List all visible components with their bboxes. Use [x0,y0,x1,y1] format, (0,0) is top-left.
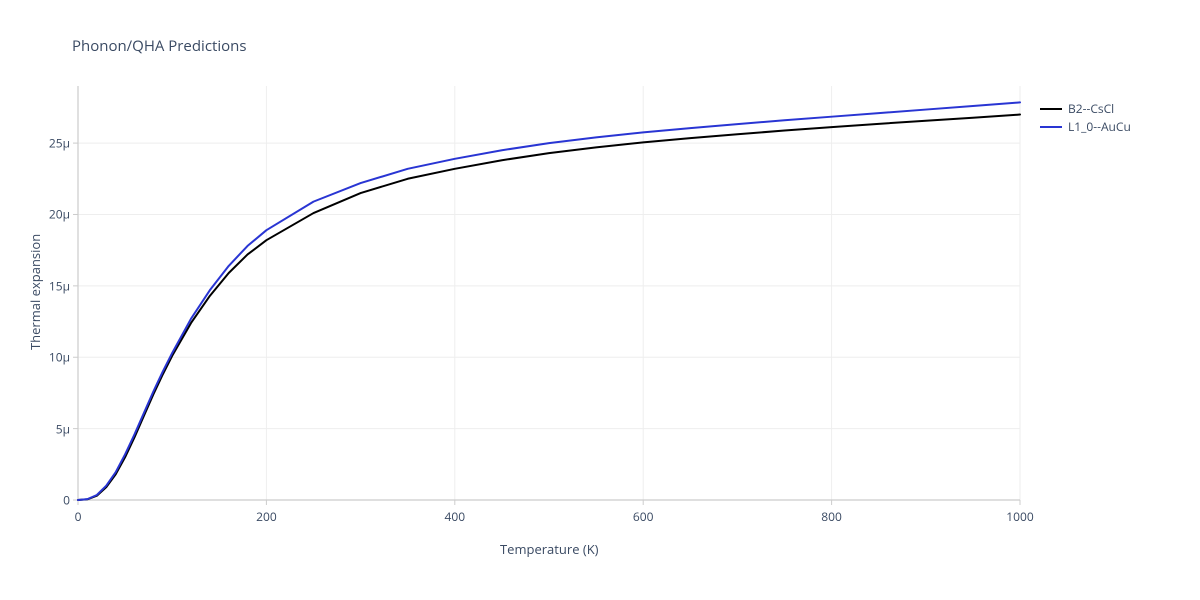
y-tick-label: 25μ [49,135,70,152]
legend-item[interactable]: L1_0--AuCu [1040,118,1131,135]
x-tick-label: 600 [633,508,654,525]
y-axis-label: Thermal expansion [26,234,44,350]
series-line [78,115,1020,500]
x-tick-label: 200 [256,508,277,525]
legend-swatch [1040,126,1062,128]
legend-swatch [1040,108,1062,110]
x-tick-label: 1000 [1006,508,1033,525]
y-tick-label: 0 [63,492,70,509]
x-tick-label: 0 [75,508,82,525]
x-tick-label: 400 [445,508,466,525]
legend-label: B2--CsCl [1068,100,1114,117]
chart-plot-area [78,86,1020,500]
legend-item[interactable]: B2--CsCl [1040,100,1114,117]
legend-label: L1_0--AuCu [1068,118,1131,135]
series-line [78,102,1020,500]
y-tick-label: 15μ [49,277,70,294]
y-tick-label: 20μ [49,206,70,223]
y-tick-label: 10μ [49,349,70,366]
y-tick-label: 5μ [56,420,70,437]
x-axis-label: Temperature (K) [500,540,599,558]
x-tick-label: 800 [821,508,842,525]
chart-title: Phonon/QHA Predictions [72,36,247,56]
